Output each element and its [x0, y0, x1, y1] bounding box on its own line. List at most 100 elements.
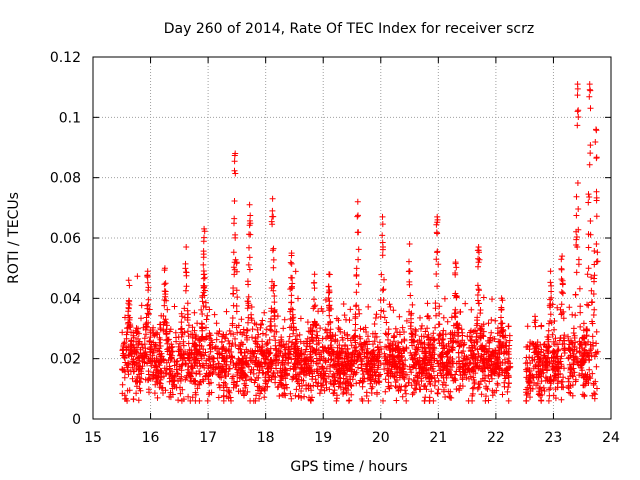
data-point	[524, 323, 531, 330]
data-point	[251, 379, 258, 386]
data-point	[400, 365, 407, 372]
data-point	[565, 355, 572, 362]
data-point	[125, 305, 132, 312]
data-point	[406, 241, 413, 247]
data-point	[380, 286, 387, 293]
data-point	[421, 397, 428, 404]
data-point	[123, 346, 130, 353]
data-point	[545, 334, 552, 341]
data-point	[591, 248, 598, 254]
data-point	[261, 309, 268, 316]
data-point	[201, 225, 208, 232]
data-point	[538, 322, 545, 329]
data-point	[492, 364, 499, 371]
data-point	[489, 387, 496, 394]
data-point	[196, 349, 203, 355]
data-point	[453, 338, 460, 345]
data-point	[586, 93, 593, 100]
data-point	[468, 338, 475, 344]
data-point	[468, 334, 475, 340]
data-point	[208, 389, 215, 396]
data-point	[154, 394, 161, 401]
data-point	[424, 325, 431, 332]
data-point	[272, 337, 279, 344]
data-point	[277, 365, 284, 372]
data-point	[538, 397, 545, 404]
data-point	[252, 347, 259, 354]
data-point	[385, 336, 391, 343]
data-point	[548, 288, 555, 295]
data-point	[555, 368, 561, 374]
data-point	[419, 370, 426, 377]
data-point	[152, 362, 159, 369]
data-point	[392, 325, 399, 332]
data-point	[233, 324, 240, 331]
data-point	[187, 372, 194, 379]
data-point	[505, 397, 512, 404]
data-point	[119, 381, 126, 388]
data-point	[161, 302, 168, 309]
data-point	[466, 359, 473, 366]
data-point	[316, 390, 323, 397]
data-point	[314, 332, 321, 339]
data-point	[248, 304, 255, 310]
data-point	[289, 283, 295, 290]
data-point	[189, 331, 196, 338]
data-point	[526, 342, 533, 349]
data-point	[365, 333, 371, 340]
data-point	[289, 317, 296, 324]
data-point	[589, 320, 596, 327]
data-point	[308, 328, 315, 335]
data-point	[184, 328, 191, 335]
data-point	[420, 333, 427, 340]
data-point	[199, 311, 206, 317]
data-point	[301, 366, 308, 373]
data-point	[566, 304, 573, 311]
data-point	[473, 330, 480, 337]
data-point	[435, 335, 442, 342]
data-point	[247, 212, 254, 219]
data-point	[488, 316, 495, 323]
x-tick-label: 18	[257, 430, 275, 446]
y-tick-label: 0.12	[50, 50, 81, 66]
data-point	[360, 378, 367, 385]
data-point	[141, 335, 148, 342]
data-point	[420, 365, 427, 372]
data-point	[412, 326, 419, 333]
data-point	[587, 375, 594, 382]
data-point	[594, 385, 600, 392]
data-point	[213, 336, 220, 343]
data-point	[130, 368, 137, 375]
data-point	[390, 360, 397, 367]
data-point	[540, 369, 547, 376]
data-point	[151, 343, 158, 350]
data-point	[143, 331, 149, 338]
data-point	[309, 376, 316, 383]
data-point	[574, 358, 580, 365]
data-point	[239, 359, 245, 366]
data-point	[360, 326, 367, 333]
data-point	[523, 344, 530, 350]
data-point	[225, 371, 232, 377]
data-point	[232, 256, 239, 263]
data-point	[364, 345, 371, 352]
data-point	[558, 396, 565, 403]
data-point	[584, 301, 590, 308]
data-point	[309, 327, 316, 334]
data-point	[353, 289, 360, 296]
data-point	[263, 353, 270, 360]
data-point	[339, 334, 346, 341]
data-point	[478, 345, 485, 352]
data-point	[531, 345, 538, 352]
data-point	[397, 387, 404, 393]
data-point	[312, 302, 319, 309]
data-point	[304, 319, 311, 326]
data-point	[160, 390, 166, 396]
data-point	[339, 359, 346, 366]
data-point	[455, 329, 462, 336]
data-point	[369, 383, 376, 390]
data-point	[391, 364, 398, 371]
data-point	[288, 250, 295, 257]
data-point	[206, 306, 213, 313]
data-point	[359, 383, 366, 390]
